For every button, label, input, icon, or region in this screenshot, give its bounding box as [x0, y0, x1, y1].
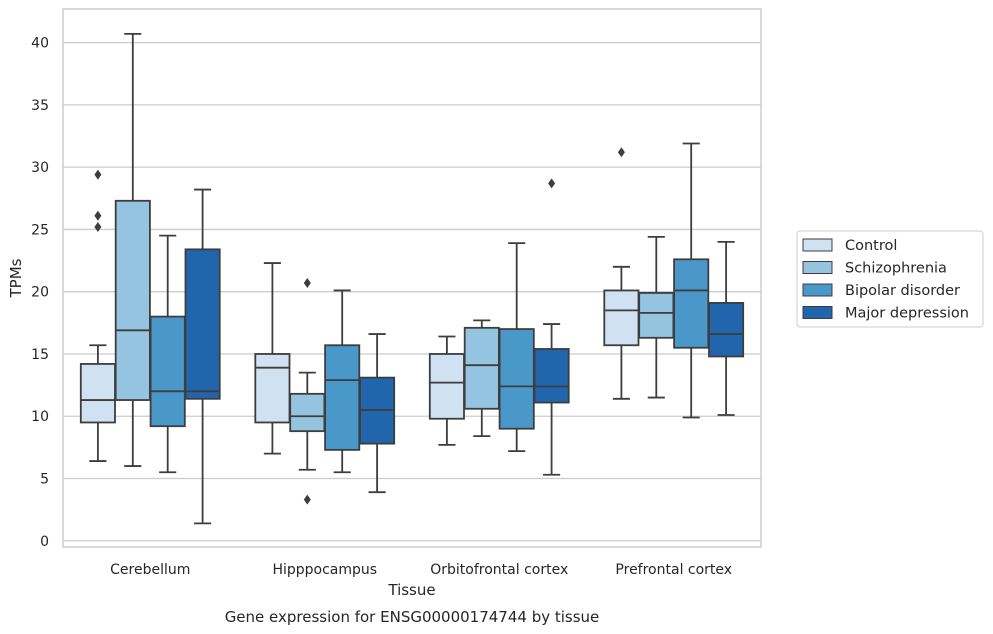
- y-tick-label-30: 30: [31, 160, 49, 176]
- box-1-series-1: [79, 169, 116, 462]
- box-3-series-3: [498, 242, 535, 453]
- box-iqr: [184, 248, 221, 400]
- box-iqr: [708, 302, 745, 358]
- box-3-series-4: [533, 178, 570, 476]
- x-tick-label-1: Cerebellum: [110, 562, 190, 578]
- x-axis-label: Tissue: [387, 581, 435, 599]
- chart-caption: Gene expression for ENSG00000174744 by t…: [225, 608, 600, 626]
- box-iqr: [114, 199, 151, 401]
- outlier-point-2: [303, 277, 311, 288]
- box-iqr: [254, 353, 291, 424]
- box-iqr: [289, 392, 326, 433]
- legend-swatch-4: [802, 306, 833, 319]
- legend-swatch-2: [802, 261, 833, 274]
- x-axis-ticks: Cerebellum Hipppocampus Orbitofrontal cort…: [110, 562, 732, 578]
- legend-frame: [796, 230, 984, 328]
- legend-swatch-3: [802, 283, 833, 297]
- outlier-point-1: [94, 221, 102, 232]
- legend-label-4: Major depression: [845, 306, 969, 322]
- outlier-point-3: [94, 169, 102, 180]
- box-2-series-2: [289, 277, 326, 505]
- outlier-point-1: [548, 178, 556, 189]
- outlier-point-1: [303, 494, 311, 505]
- y-axis-ticks: 0 5 10 15 20 25 30 35 40: [31, 36, 49, 550]
- box-iqr: [324, 344, 361, 451]
- box-4-series-3: [673, 142, 710, 419]
- box-iqr: [79, 363, 116, 424]
- x-tick-label-3: Orbitofrontal cortex: [430, 562, 568, 578]
- outlier-point-2: [94, 210, 102, 221]
- box-2-series-4: [359, 333, 396, 494]
- plot-frame: [62, 8, 762, 548]
- box-iqr: [533, 348, 570, 404]
- box-4-series-4: [708, 240, 745, 416]
- y-tick-label-10: 10: [31, 409, 49, 425]
- box-2-series-1: [254, 262, 291, 455]
- y-tick-label-15: 15: [31, 347, 49, 363]
- box-3-series-1: [428, 335, 465, 446]
- y-axis-label: TPMs: [7, 258, 25, 298]
- box-1-series-4: [184, 188, 221, 525]
- legend-label-1: Control: [845, 238, 897, 254]
- legend-swatch-1: [802, 238, 833, 252]
- box-iqr: [498, 328, 535, 430]
- box-1-series-2: [114, 33, 151, 467]
- x-tick-label-4: Prefrontal cortex: [615, 562, 732, 578]
- legend-label-2: Schizophrenia: [845, 261, 947, 277]
- outlier-point-1: [617, 147, 625, 158]
- y-tick-label-0: 0: [40, 534, 49, 550]
- y-tick-label-35: 35: [31, 98, 49, 114]
- box-1-series-3: [149, 234, 186, 474]
- y-tick-label-25: 25: [31, 222, 49, 238]
- box-iqr: [463, 326, 500, 410]
- box-plots: [79, 33, 745, 525]
- y-tick-label-40: 40: [31, 36, 49, 52]
- x-tick-label-2: Hipppocampus: [272, 562, 377, 578]
- box-iqr: [638, 292, 675, 339]
- box-4-series-1: [603, 147, 640, 400]
- box-iqr: [428, 353, 465, 420]
- box-iqr: [603, 289, 640, 347]
- y-tick-label-20: 20: [31, 285, 49, 301]
- box-iqr: [149, 315, 186, 428]
- box-iqr: [673, 258, 710, 349]
- y-tick-label-5: 5: [40, 472, 49, 488]
- legend-label-3: Bipolar disorder: [845, 283, 960, 299]
- box-3-series-2: [463, 319, 500, 438]
- legend: Control Schizophrenia Bipolar disorder Majo…: [796, 230, 984, 328]
